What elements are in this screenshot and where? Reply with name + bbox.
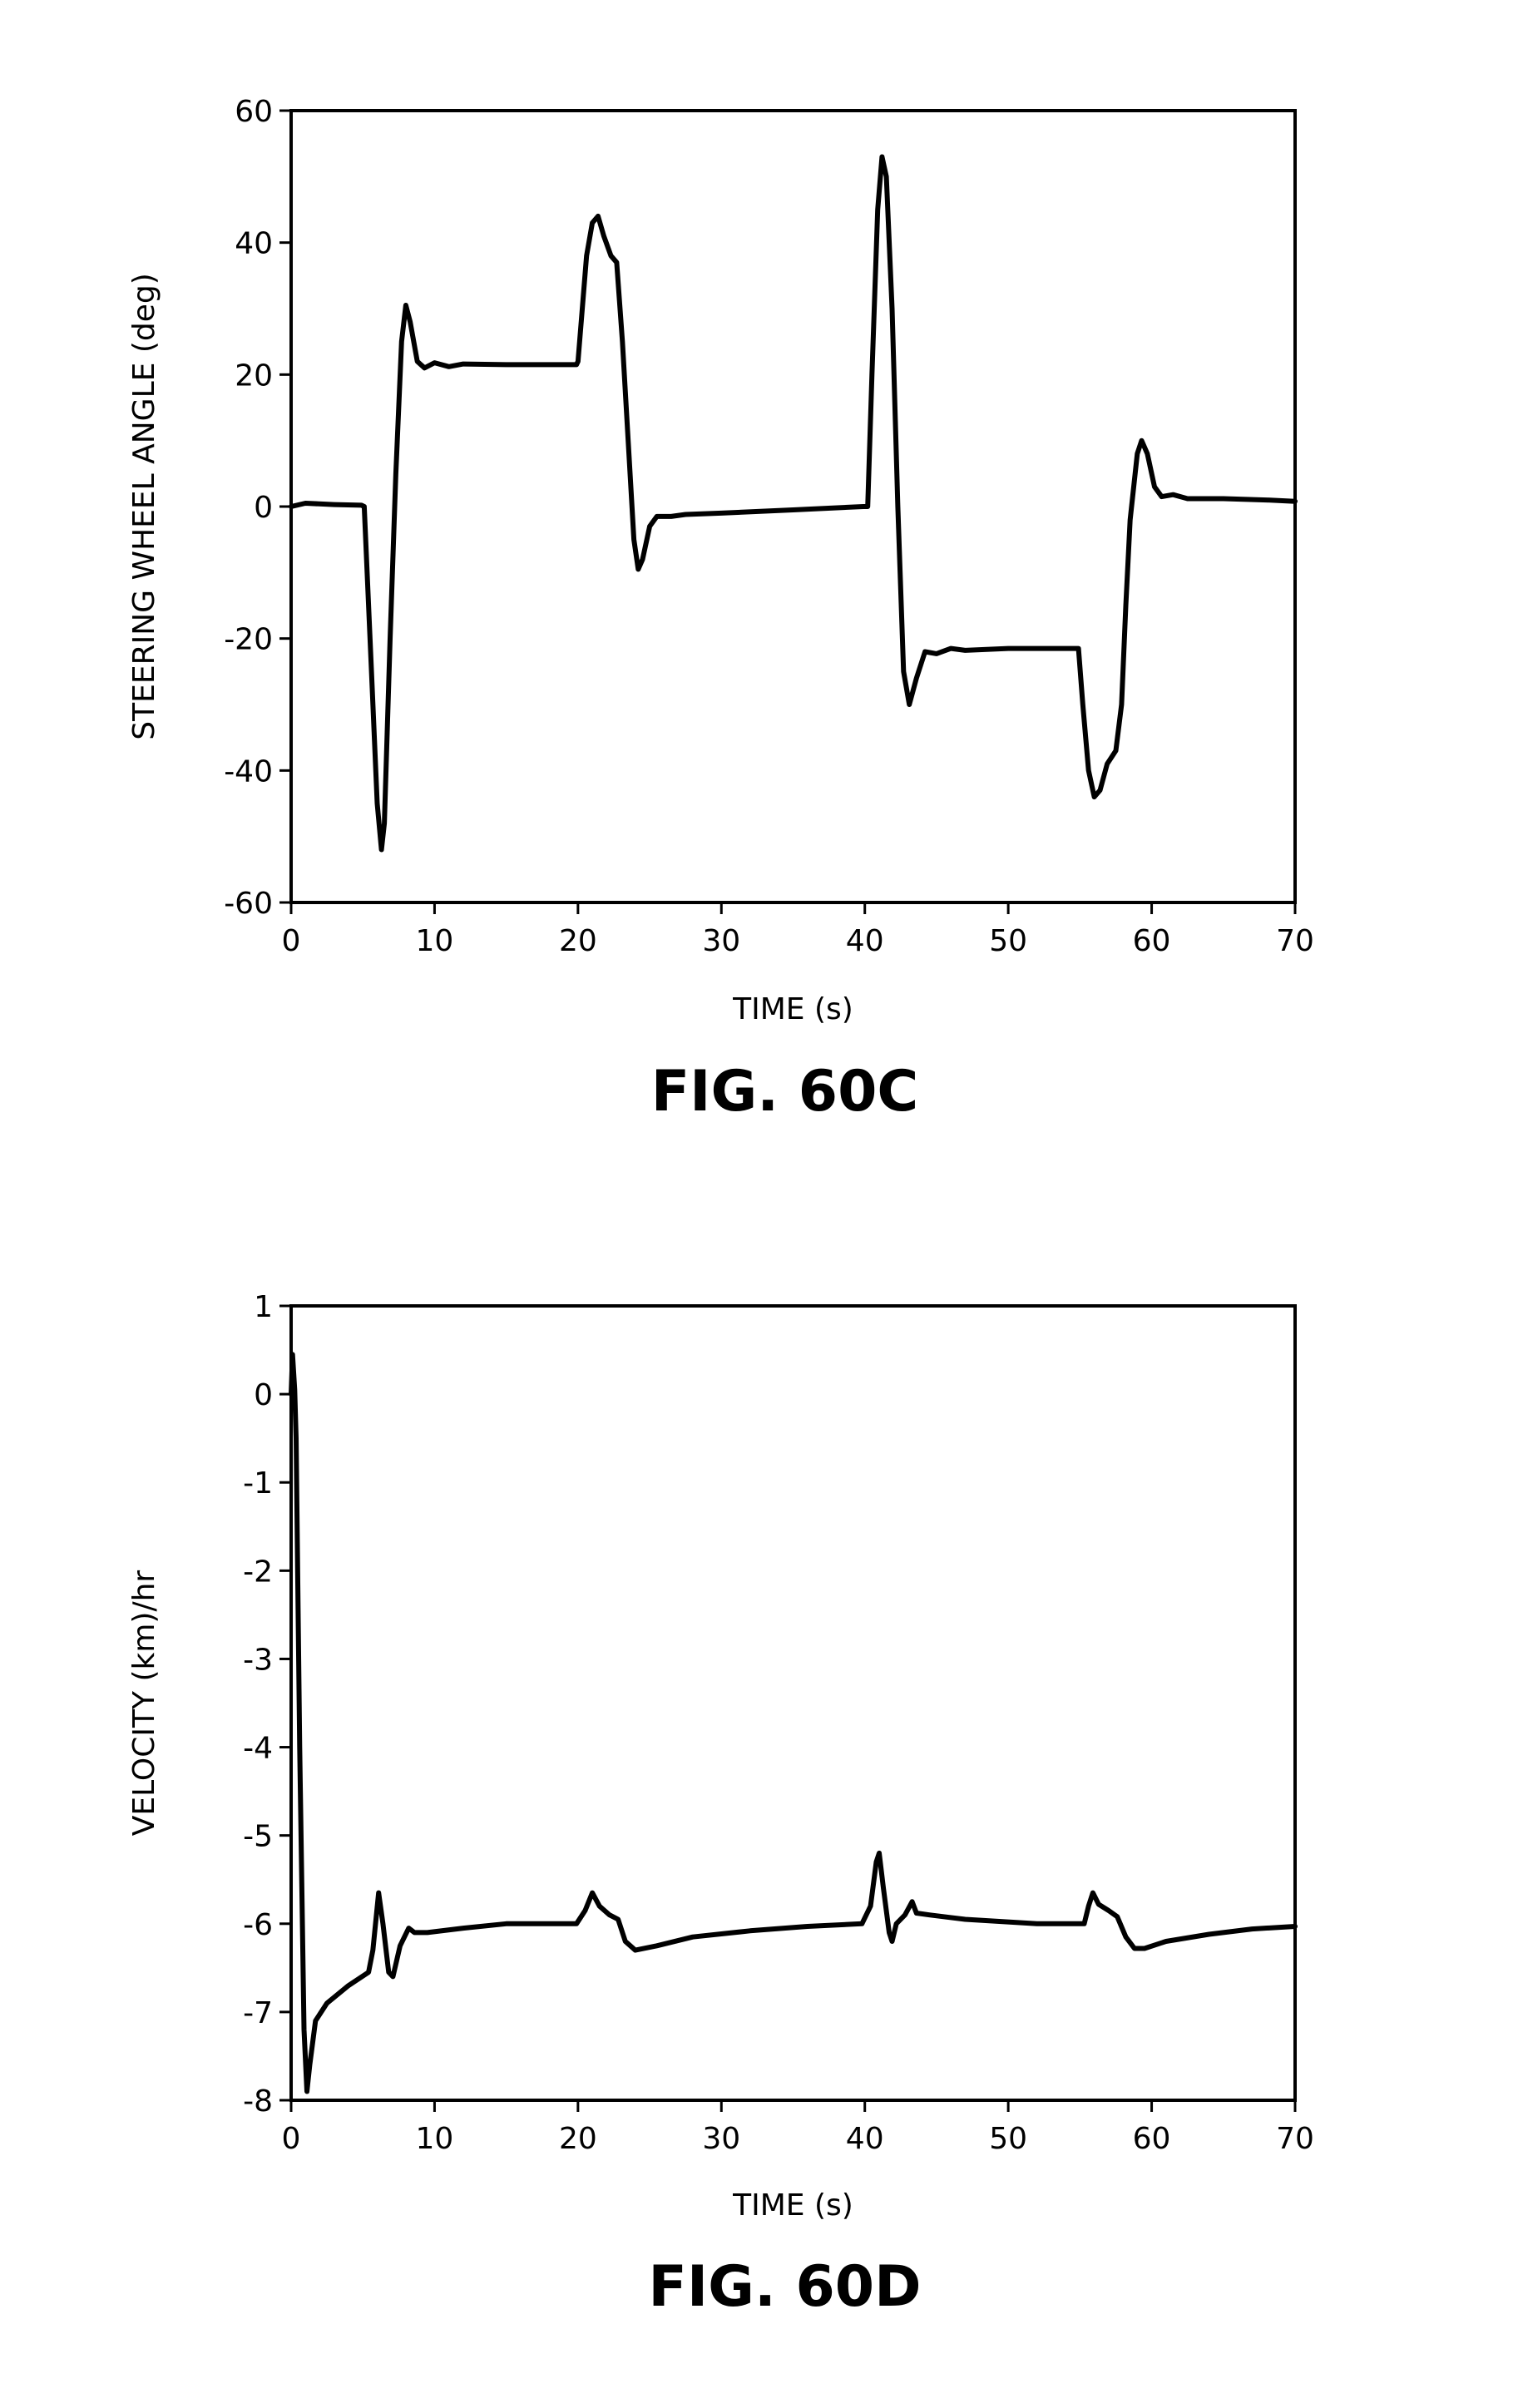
series-line xyxy=(289,1352,1298,2094)
y-tick-label: -2 xyxy=(243,1555,273,1589)
y-axis-title: STEERING WHEEL ANGLE (deg) xyxy=(127,273,161,740)
y-tick-label: 0 xyxy=(254,1378,273,1412)
y-tick-label: -5 xyxy=(243,1820,273,1854)
y-tick-label: 0 xyxy=(254,491,273,525)
plot-frame xyxy=(289,1304,1297,2102)
steering-wheel-angle-chart: -60 -40 -20 0 20 40 60 0 10 20 30 40 50 60 70 TIME (s) S… xyxy=(127,95,1314,1125)
y-tick-label: -60 xyxy=(224,887,273,921)
y-tick-label: -6 xyxy=(243,1908,273,1942)
x-tick-label: 0 xyxy=(282,2122,301,2156)
x-tick-label: 20 xyxy=(559,924,597,958)
y-tick-label: -20 xyxy=(224,623,273,657)
x-tick-label: 70 xyxy=(1276,924,1314,958)
y-tick-label: -40 xyxy=(224,754,273,789)
x-tick-label: 60 xyxy=(1133,924,1171,958)
x-tick-label: 10 xyxy=(416,924,454,958)
x-tick-label: 0 xyxy=(282,924,301,958)
x-tick-label: 70 xyxy=(1276,2122,1314,2156)
figure-label: FIG. 60C xyxy=(651,1059,919,1125)
x-axis-title: TIME (s) xyxy=(732,2188,853,2223)
plot-frame xyxy=(289,109,1297,904)
y-tick-label: 20 xyxy=(235,358,273,393)
x-tick-label: 30 xyxy=(702,2122,740,2156)
x-tick-label: 10 xyxy=(416,2122,454,2156)
x-tick-label: 30 xyxy=(702,924,740,958)
x-tick-label: 60 xyxy=(1133,2122,1171,2156)
y-tick-label: 60 xyxy=(235,95,273,129)
y-tick-label: 40 xyxy=(235,227,273,261)
x-axis-title: TIME (s) xyxy=(732,992,853,1026)
y-tick-label: 1 xyxy=(254,1290,273,1324)
series-line xyxy=(289,154,1298,853)
x-tick-label: 50 xyxy=(989,924,1027,958)
y-tick-label: -1 xyxy=(243,1466,273,1501)
x-tick-label: 20 xyxy=(559,2122,597,2156)
x-tick-label: 40 xyxy=(846,924,884,958)
x-tick-label: 50 xyxy=(989,2122,1027,2156)
y-tick-label: -7 xyxy=(243,1996,273,2030)
x-tick-label: 40 xyxy=(846,2122,884,2156)
y-tick-label: -3 xyxy=(243,1643,273,1677)
y-axis-title: VELOCITY (km)/hr xyxy=(127,1570,161,1837)
figure-label: FIG. 60D xyxy=(648,2254,921,2320)
y-tick-label: -8 xyxy=(243,2084,273,2119)
y-tick-label: -4 xyxy=(243,1732,273,1766)
